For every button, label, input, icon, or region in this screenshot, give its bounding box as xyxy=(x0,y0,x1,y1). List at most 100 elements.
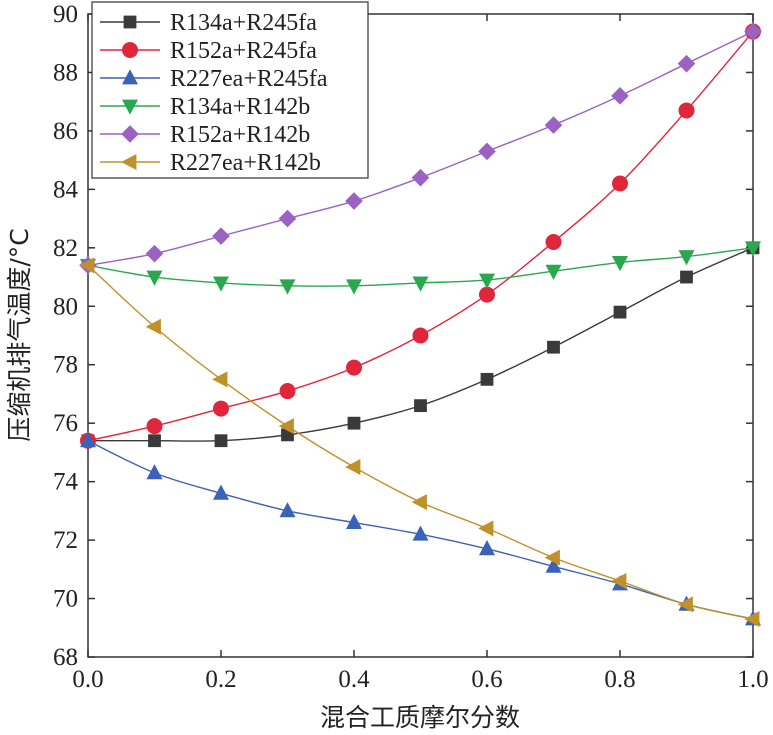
data-point-marker xyxy=(80,431,96,448)
data-point-marker xyxy=(213,400,229,417)
data-point-marker xyxy=(278,418,294,435)
data-point-marker xyxy=(279,502,296,518)
data-point-marker xyxy=(677,54,696,73)
data-point-marker xyxy=(547,340,560,354)
data-point-marker xyxy=(611,87,629,105)
legend-label: R152a+R142b xyxy=(170,122,310,148)
data-point-marker xyxy=(279,383,296,400)
data-point-marker xyxy=(345,459,361,476)
data-point-marker xyxy=(612,175,628,192)
data-point-marker xyxy=(613,305,627,319)
data-point-marker xyxy=(346,279,362,295)
series-5 xyxy=(79,257,760,628)
data-point-marker xyxy=(146,418,163,435)
data-point-marker xyxy=(411,168,430,187)
y-tick-label: 78 xyxy=(53,352,78,379)
data-point-marker xyxy=(411,494,427,511)
data-point-marker xyxy=(145,244,164,263)
data-point-marker xyxy=(212,371,228,388)
legend-item: R152a+R142b xyxy=(100,122,310,148)
data-point-marker xyxy=(214,434,228,448)
data-point-marker xyxy=(611,573,627,590)
legend-label: R227ea+R142b xyxy=(170,150,321,176)
legend-item: R227ea+R142b xyxy=(100,150,321,176)
legend-label: R152a+R245fa xyxy=(170,38,317,64)
legend-box xyxy=(91,1,369,179)
y-tick-label: 72 xyxy=(53,527,78,554)
series-layer xyxy=(79,22,762,628)
legend-marker xyxy=(122,99,138,115)
y-axis-title: 压缩机排气温度/°C xyxy=(5,228,34,441)
legend-label: R134a+R142b xyxy=(170,94,310,120)
y-tick-label: 82 xyxy=(53,235,78,262)
data-point-marker xyxy=(544,549,560,566)
legend-item: R227ea+R245fa xyxy=(100,66,328,92)
axis-ticks: 68 70 72 74 76 78 80 82 84 86 88 90 0.0 0.2 0.4 0.6 0.8 1… xyxy=(53,1,769,693)
legend-marker xyxy=(123,15,137,29)
x-tick-label: 0.4 xyxy=(338,666,370,693)
y-tick-label: 86 xyxy=(53,118,78,145)
plot-frame xyxy=(87,13,754,658)
y-tick-label: 90 xyxy=(53,1,78,28)
x-axis-title: 混合工质摩尔分数 xyxy=(320,703,520,732)
legend-label: R134a+R245fa xyxy=(170,10,317,36)
x-tick-label: 0.0 xyxy=(72,666,103,693)
x-tick-label: 0.2 xyxy=(205,666,236,693)
data-point-marker xyxy=(412,276,429,292)
x-tick-label: 0.8 xyxy=(604,666,635,693)
y-tick-label: 88 xyxy=(53,59,78,86)
data-point-marker xyxy=(677,596,693,613)
legend-label: R227ea+R245fa xyxy=(170,66,328,92)
plot-area-border xyxy=(87,13,754,658)
data-point-marker xyxy=(145,318,161,335)
data-point-marker xyxy=(678,102,695,119)
y-tick-label: 70 xyxy=(53,586,78,613)
y-tick-label: 84 xyxy=(53,176,79,203)
data-point-marker xyxy=(744,22,762,41)
legend: R134a+R245faR152a+R245faR227ea+R245faR13… xyxy=(91,1,369,179)
legend-marker xyxy=(122,42,138,58)
data-point-marker xyxy=(345,192,363,210)
data-point-marker xyxy=(745,241,761,257)
data-point-marker xyxy=(480,372,494,386)
data-point-marker xyxy=(545,264,562,280)
data-point-marker xyxy=(146,270,163,286)
data-point-marker xyxy=(478,142,496,161)
data-point-marker xyxy=(678,250,695,266)
data-point-marker xyxy=(213,484,229,500)
data-point-marker xyxy=(346,359,362,376)
data-point-marker xyxy=(346,513,362,529)
data-point-marker xyxy=(744,611,760,628)
series-2 xyxy=(80,431,761,626)
data-point-marker xyxy=(479,286,495,303)
legend-item: R152a+R245fa xyxy=(100,38,317,64)
x-tick-label: 0.6 xyxy=(471,666,502,693)
y-tick-label: 80 xyxy=(53,293,78,320)
legend-item: R134a+R142b xyxy=(100,94,310,120)
data-point-marker xyxy=(612,256,628,272)
data-point-marker xyxy=(347,416,361,430)
legend-item: R134a+R245fa xyxy=(100,10,317,36)
data-point-marker xyxy=(479,273,495,289)
data-point-marker xyxy=(680,270,693,284)
data-point-marker xyxy=(279,279,296,295)
data-point-marker xyxy=(412,327,429,344)
legend-marker xyxy=(121,154,137,170)
data-point-marker xyxy=(412,525,429,541)
y-tick-label: 68 xyxy=(53,644,78,671)
data-point-marker xyxy=(213,276,229,292)
data-point-marker xyxy=(544,116,563,134)
series-line xyxy=(87,264,754,620)
data-point-marker xyxy=(278,209,297,228)
legend-marker xyxy=(121,125,139,143)
data-point-marker xyxy=(478,520,494,537)
data-point-marker xyxy=(79,257,95,274)
x-tick-label: 1.0 xyxy=(737,666,768,693)
data-point-marker xyxy=(212,227,230,245)
series-3 xyxy=(80,241,761,295)
data-point-marker xyxy=(545,557,562,573)
series-0 xyxy=(81,241,760,448)
data-point-marker xyxy=(545,233,562,250)
y-tick-label: 74 xyxy=(53,469,79,496)
legend-marker xyxy=(122,69,138,85)
